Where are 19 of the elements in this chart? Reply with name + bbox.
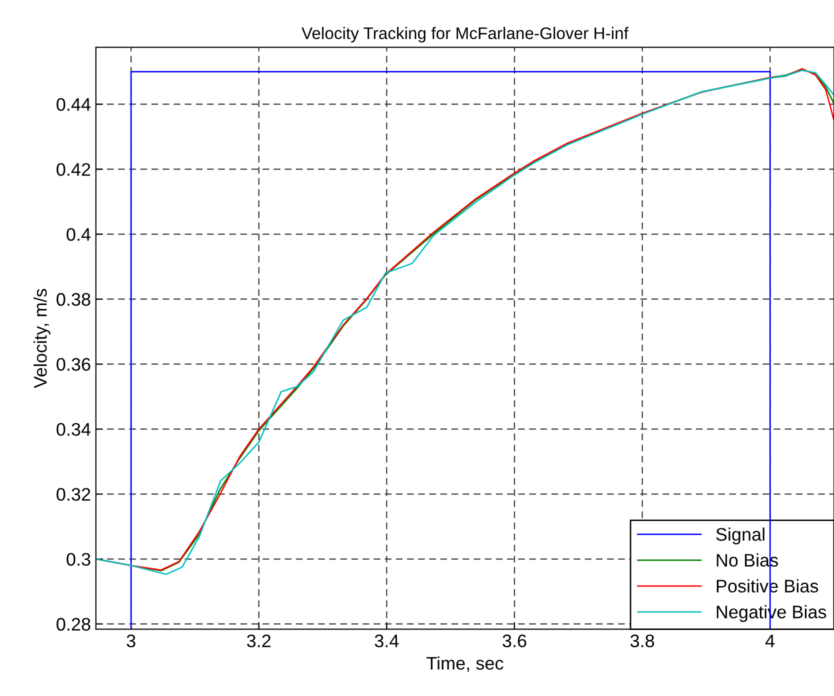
x-tick-label: 4 [765,634,775,648]
y-tick-label: 0.44 [56,98,91,111]
chart-title: Velocity Tracking for McFarlane-Glover H-inf [302,26,628,42]
y-tick-label: 0.42 [56,163,90,176]
y-tick-label: 0.38 [56,293,90,306]
x-tick-label: 3.8 [630,634,654,648]
y-tick-label: 0.3 [66,552,90,566]
x-tick-label: 3 [126,634,136,648]
x-tick-label: 3.6 [502,634,526,648]
y-tick-label: 0.28 [56,618,90,631]
legend-label: Signal [716,528,764,544]
x-tick-label: 3.4 [374,634,399,648]
y-tick-label: 0.36 [56,358,90,371]
y-tick-label: 0.34 [56,422,91,436]
y-tick-label: 0.32 [56,488,90,501]
y-tick-label: 0.4 [66,228,91,241]
y-axis-title: Velocity, m/s [34,288,50,388]
x-axis-title: Time, sec [426,656,504,672]
x-tick-label: 3.2 [247,634,271,648]
